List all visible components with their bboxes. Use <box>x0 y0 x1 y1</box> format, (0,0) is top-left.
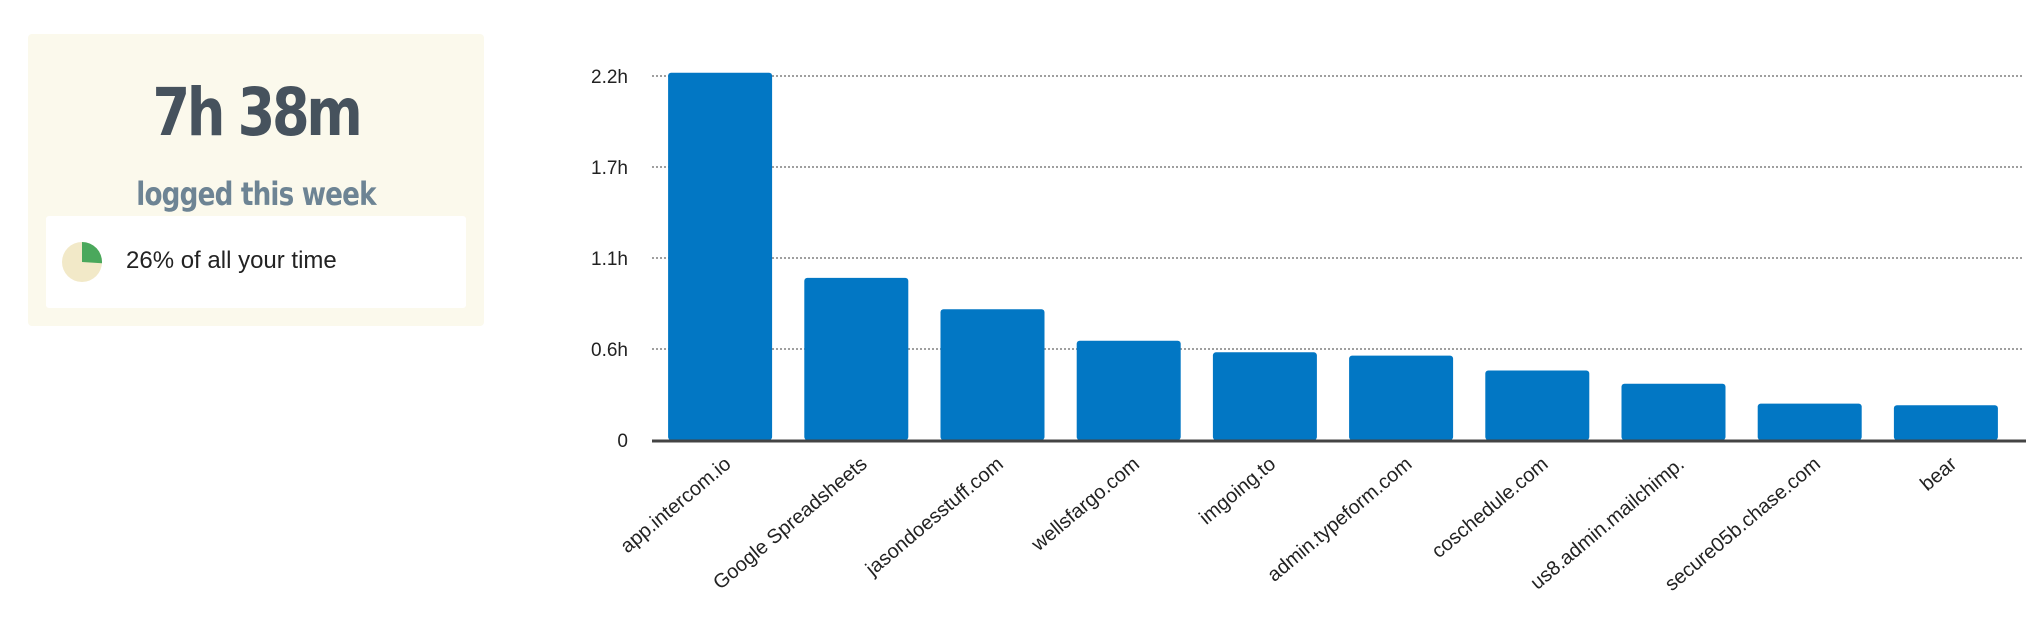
x-category-label: admin.typeform.com <box>1263 453 1416 586</box>
y-tick-label: 0.6h <box>591 340 628 361</box>
x-category-label: imgoing.to <box>1195 453 1280 529</box>
bar[interactable] <box>668 72 773 440</box>
bar[interactable] <box>940 309 1045 440</box>
time-share-box: 26% of all your time <box>46 216 466 308</box>
y-tick-label: 0 <box>617 431 628 452</box>
bar[interactable] <box>1349 355 1454 440</box>
x-category-label: coschedule.com <box>1428 453 1553 563</box>
bar[interactable] <box>1076 340 1181 440</box>
x-category-label: secure05b.chase.com <box>1661 453 1825 596</box>
bars <box>668 72 1998 440</box>
y-tick-label: 1.7h <box>591 158 628 179</box>
total-time: 7h 38m <box>152 74 362 151</box>
bar[interactable] <box>1757 403 1862 440</box>
y-tick-label: 1.1h <box>591 249 628 270</box>
x-category-label: us8.admin.mailchimp. <box>1526 453 1688 594</box>
bar[interactable] <box>804 277 909 440</box>
summary-card: 7h 38m logged this week 26% of all your … <box>28 34 484 326</box>
y-tick-label: 2.2h <box>591 67 628 88</box>
bar[interactable] <box>1485 370 1590 440</box>
share-pie-slice <box>82 242 102 264</box>
x-category-label: app.intercom.io <box>616 453 735 558</box>
share-text: 26% of all your time <box>126 247 337 274</box>
x-category-label: bear <box>1916 453 1961 496</box>
share-pie-icon <box>62 242 102 282</box>
total-caption: logged this week <box>136 175 376 213</box>
bar[interactable] <box>1893 405 1998 440</box>
bar[interactable] <box>1621 383 1726 440</box>
x-category-label: Google Spreadsheets <box>709 453 871 594</box>
x-category-label: wellsfargo.com <box>1027 453 1144 556</box>
bar[interactable] <box>1212 352 1317 440</box>
x-category-label: jasondoesstuff.com <box>861 453 1008 581</box>
